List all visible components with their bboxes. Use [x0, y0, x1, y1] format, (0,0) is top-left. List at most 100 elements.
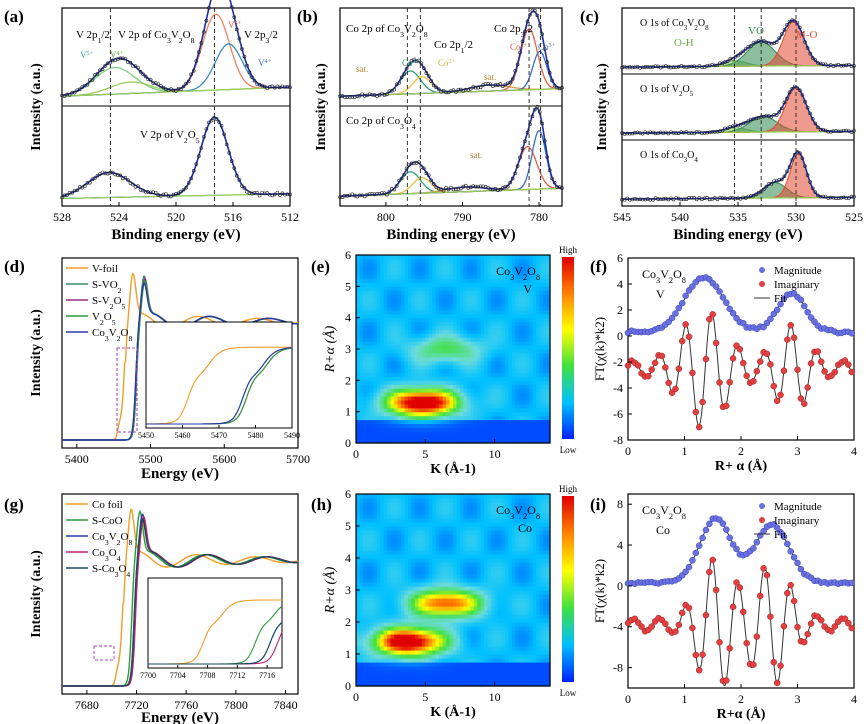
data-point [202, 135, 206, 139]
heatmap-cell [442, 658, 447, 663]
heatmap-cell [414, 558, 419, 563]
heatmap-cell [453, 522, 458, 527]
heatmap-cell [356, 270, 361, 276]
heatmap-cell [362, 494, 367, 499]
heatmap-cell [435, 294, 440, 299]
data-point [146, 77, 150, 82]
heatmap-cell [449, 349, 454, 354]
heatmap-cell [498, 325, 503, 331]
heatmap-cell [425, 329, 430, 334]
heatmap-cell [511, 411, 516, 417]
heatmap-cell [411, 494, 416, 499]
heatmap-cell [446, 356, 451, 362]
heatmap-cell [539, 321, 544, 327]
heatmap-cell [532, 262, 537, 268]
heatmap-cell [518, 305, 523, 311]
heatmap-cell [439, 550, 444, 555]
heatmap-cell [387, 498, 392, 503]
heatmap-cell [404, 345, 409, 350]
heatmap-cell [373, 282, 378, 287]
heatmap-cell [518, 333, 523, 338]
heatmap-cell [414, 317, 419, 323]
heatmap-cell [504, 380, 510, 385]
heatmap-cell [498, 258, 503, 264]
heatmap-cell [414, 598, 419, 603]
heatmap-cell [376, 294, 381, 299]
heatmap-cell [411, 638, 416, 643]
heatmap-cell [449, 546, 454, 551]
heatmap-cell [449, 510, 454, 515]
heatmap-cell [525, 349, 530, 354]
heatmap-cell [435, 305, 440, 311]
heatmap-cell [369, 570, 374, 575]
heatmap-cell [387, 439, 392, 444]
heatmap-cell [480, 376, 485, 381]
heatmap-cell [369, 510, 374, 515]
heatmap-cell [366, 586, 371, 591]
data-point [345, 95, 350, 100]
heatmap-cell [425, 270, 430, 276]
heatmap-cell [369, 313, 374, 319]
heatmap-cell [414, 670, 419, 675]
data-point [849, 194, 854, 199]
heatmap-cell [439, 626, 444, 631]
heatmap-cell [387, 341, 392, 346]
heatmap-cell [546, 403, 551, 409]
heatmap-cell [501, 341, 506, 346]
heatmap-cell [432, 305, 437, 311]
heatmap-cell [394, 419, 399, 425]
panel-label: (b) [297, 7, 318, 26]
heatmap-cell [387, 650, 392, 655]
data-point [486, 185, 490, 190]
heatmap-cell [394, 274, 399, 280]
heatmap-cell [387, 302, 392, 307]
heatmap-cell [439, 274, 444, 280]
heatmap-cell [532, 399, 537, 405]
heatmap-cell [376, 662, 381, 667]
heatmap-cell [394, 337, 399, 342]
heatmap-cell [380, 431, 385, 436]
heatmap-cell [407, 313, 413, 319]
heatmap-cell [407, 626, 413, 631]
heatmap-cell [487, 325, 492, 331]
data-point [397, 80, 402, 85]
heatmap-cell [529, 313, 534, 319]
heatmap-cell [546, 423, 551, 428]
heatmap-cell [539, 274, 544, 280]
heatmap-cell [522, 258, 527, 264]
heatmap-cell [522, 317, 527, 323]
heatmap-cell [439, 546, 444, 551]
heatmap-cell [435, 282, 440, 287]
data-point [380, 191, 384, 195]
heatmap-cell [383, 646, 388, 651]
heatmap-cell [387, 670, 392, 675]
heatmap-cell [387, 546, 392, 551]
data-point [392, 87, 397, 92]
data-point [550, 78, 554, 83]
heatmap-cell [511, 274, 516, 280]
heatmap-cell [432, 325, 437, 331]
heatmap-cell [359, 606, 364, 611]
heatmap-cell [380, 305, 385, 311]
heatmap-cell [432, 534, 437, 539]
heatmap-cell [522, 399, 527, 405]
heatmap-cell [498, 376, 503, 381]
heatmap-cell [383, 506, 388, 511]
heatmap-cell [435, 380, 440, 385]
heatmap-cell [407, 286, 413, 291]
heatmap-cell [380, 550, 385, 555]
heatmap-cell [376, 638, 381, 643]
heatmap-cell [432, 618, 437, 623]
heatmap-cell [414, 554, 419, 559]
heatmap-cell [442, 419, 447, 425]
heatmap-cell [394, 290, 399, 295]
heatmap-cell [546, 399, 551, 405]
heatmap-cell [397, 439, 402, 444]
heatmap-cell [359, 506, 364, 511]
heatmap-cell [404, 341, 409, 346]
heatmap-cell [401, 384, 406, 389]
heatmap-cell [407, 566, 413, 571]
heatmap-cell [435, 431, 440, 436]
heatmap-cell [536, 337, 541, 342]
heatmap-cell [466, 419, 471, 425]
